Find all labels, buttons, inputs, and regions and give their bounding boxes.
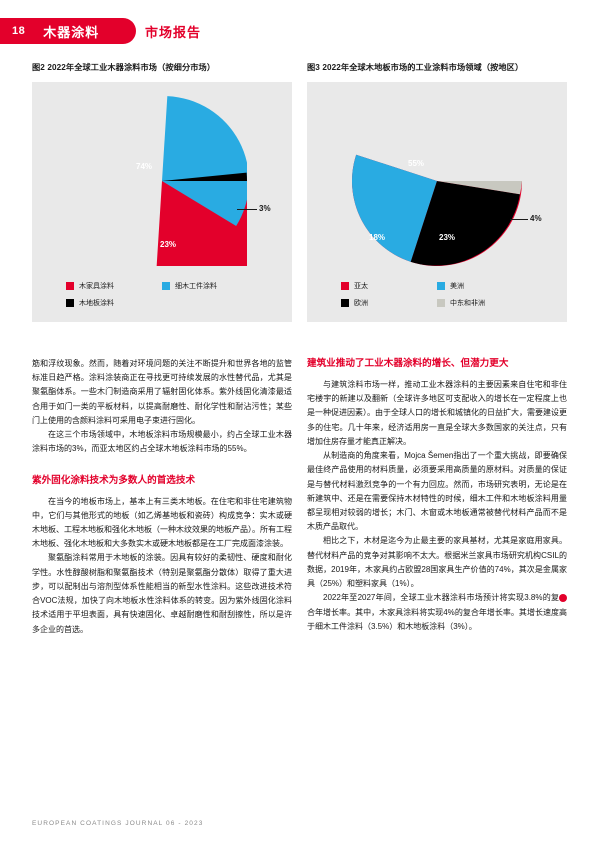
figure-2-label-23: 23% [160, 240, 177, 250]
figure-3-label-4: 4% [530, 214, 542, 224]
left-column: 筋和浮纹现象。然而，随着对环境问题的关注不断提升和世界各地的监管标准日趋严格。涂… [32, 357, 292, 637]
paragraph: 与建筑涂料市场一样，推动工业木器涂料的主要因素来自住宅和非住宅楼宇的新建以及翻新… [307, 379, 567, 446]
legend-item: 欧洲 [341, 298, 437, 308]
legend-item: 细木工件涂料 [162, 281, 258, 291]
legend-swatch-icon [341, 282, 349, 291]
figure-3-leader-line [510, 219, 528, 221]
figure-3-pie-area: 55% 18% 23% 4% [307, 90, 567, 267]
figure-2-leader-line [237, 209, 257, 211]
pie-chart-segments [352, 154, 522, 267]
paragraph: 在这三个市场领域中，木地板涂料市场规模最小，约占全球工业木器涂料市场的3%，而亚… [32, 430, 292, 454]
figure-2: 图2 2022年全球工业木器涂料市场（按细分市场） 74% 23% 3% [32, 62, 292, 323]
paragraph: 从制造商的角度来看，Mojca Šemen指出了一个重大挑战，即要确保最佳终产品… [307, 451, 567, 532]
legend-label: 亚太 [354, 283, 368, 291]
end-mark-icon: C [559, 594, 579, 603]
paragraph: 聚氨酯涂料常用于木地板的涂装。因具有较好的柔韧性、硬度和耐化学性。水性醇酸树脂和… [32, 553, 292, 634]
paragraph: 筋和浮纹现象。然而，随着对环境问题的关注不断提升和世界各地的监管标准日趋严格。涂… [32, 359, 292, 425]
legend-swatch-icon [437, 282, 445, 291]
paragraph: C 2022年至2027年间，全球工业木器涂料市场预计将实现3.8%的复合年增长… [307, 591, 579, 634]
subheading: 建筑业推动了工业木器涂料的增长、但潜力更大 [307, 358, 509, 369]
figure-2-pie-area: 74% 23% 3% [32, 90, 292, 267]
legend-label: 中东和非洲 [450, 300, 485, 308]
section-title: 木器涂料 [43, 24, 100, 40]
figure-2-chart: 74% 23% 3% 木家具涂料 细木工件涂料 [32, 82, 292, 323]
figure-3: 图3 2022年全球木地板市场的工业涂料市场领域（按地区） 55% 18% [307, 62, 567, 323]
figure-3-label-18: 18% [369, 233, 386, 243]
legend-item: 美洲 [437, 281, 533, 291]
page-header: 18 木器涂料 市场报告 [0, 18, 600, 44]
legend-swatch-icon [66, 299, 74, 308]
legend-label: 欧洲 [354, 300, 368, 308]
figure-2-label-74: 74% [136, 162, 153, 172]
legend-item: 木地板涂料 [66, 298, 162, 308]
article-kicker: 市场报告 [145, 24, 202, 40]
legend-item: 中东和非洲 [437, 298, 533, 308]
figure-2-label-3: 3% [259, 204, 271, 214]
legend-item: 亚太 [341, 281, 437, 291]
paragraph: 在当今的地板市场上，基本上有三类木地板。在住宅和非住宅建筑物中，它们与其他形式的… [32, 496, 292, 549]
paragraph: 相比之下，木材是迄今为止最主要的家具基材，尤其是家庭用家具。替代材料产品的竞争对… [307, 536, 567, 589]
article-body: 筋和浮纹现象。然而，随着对环境问题的关注不断提升和世界各地的监管标准日趋严格。涂… [0, 357, 600, 812]
legend-label: 细木工件涂料 [175, 283, 217, 291]
figure-3-title: 图3 2022年全球木地板市场的工业涂料市场领域（按地区） [307, 63, 524, 72]
figure-3-label-23: 23% [439, 233, 456, 243]
legend-label: 木家具涂料 [79, 283, 114, 291]
page-footer: EUROPEAN COATINGS JOURNAL 06 - 2023 [32, 820, 204, 827]
legend-swatch-icon [162, 282, 170, 291]
right-column: 建筑业推动了工业木器涂料的增长、但潜力更大 与建筑涂料市场一样，推动工业木器涂料… [307, 357, 579, 634]
subheading: 紫外固化涂料技术为多数人的首选技术 [32, 474, 196, 486]
legend-label: 木地板涂料 [79, 300, 114, 308]
pie-chart-segments [156, 96, 247, 267]
page-number: 18 [12, 25, 26, 37]
figure-2-title: 图2 2022年全球工业木器涂料市场（按细分市场） [32, 63, 216, 72]
legend-item: 木家具涂料 [66, 281, 162, 291]
header-section-tab: 18 木器涂料 [0, 18, 136, 44]
legend-swatch-icon [341, 299, 349, 308]
legend-swatch-icon [437, 299, 445, 308]
figure-3-chart: 55% 18% 23% 4% 亚太 美洲 [307, 82, 567, 323]
figure-3-legend: 亚太 美洲 欧洲 中东和非洲 [307, 281, 567, 308]
figure-2-legend: 木家具涂料 细木工件涂料 木地板涂料 [32, 281, 292, 308]
legend-swatch-icon [66, 282, 74, 291]
paragraph-text: 2022年至2027年间，全球工业木器涂料市场预计将实现3.8%的复合年增长率。… [307, 593, 567, 631]
figure-3-label-55: 55% [408, 159, 425, 169]
legend-label: 美洲 [450, 283, 464, 291]
